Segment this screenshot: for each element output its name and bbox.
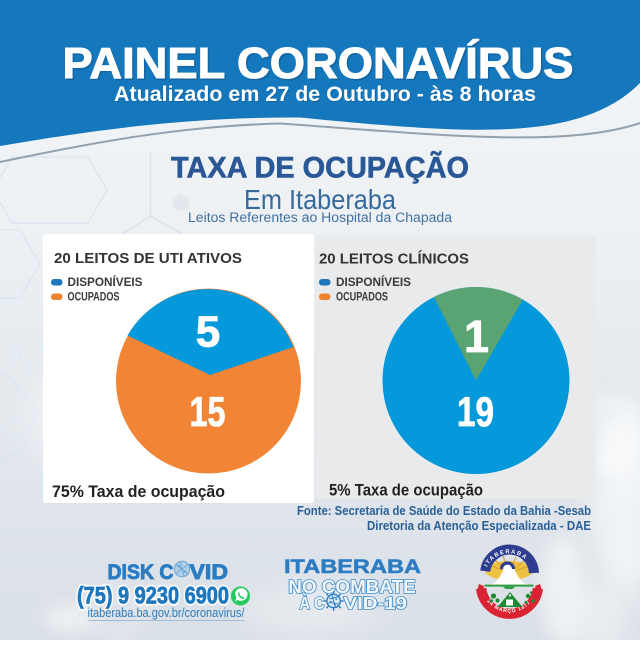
svg-text:DISPONÍVEIS: DISPONÍVEIS — [336, 276, 411, 289]
svg-text:19: 19 — [457, 388, 494, 435]
svg-text:Leitos Referentes ao Hospital: Leitos Referentes ao Hospital da Chapada — [188, 210, 453, 225]
svg-text:DISPONÍVEIS: DISPONÍVEIS — [68, 276, 143, 289]
svg-text:1: 1 — [464, 311, 489, 362]
svg-text:PAINEL CORONAVÍRUS: PAINEL CORONAVÍRUS — [64, 40, 575, 90]
svg-text:OCUPADOS: OCUPADOS — [336, 292, 388, 304]
svg-text:NO COMBATE: NO COMBATE — [288, 577, 416, 597]
svg-text:5: 5 — [196, 308, 220, 357]
svg-text:Fonte: Secretaria de Saúde do: Fonte: Secretaria de Saúde do Estado da … — [297, 504, 591, 518]
svg-text:ITABERABA: ITABERABA — [284, 556, 421, 578]
svg-text:Diretoria da Atenção Especiali: Diretoria da Atenção Especializada - DAE — [367, 519, 591, 533]
svg-text:15: 15 — [190, 388, 226, 435]
svg-text:À C: À C — [300, 592, 325, 613]
svg-text:Em Itaberaba: Em Itaberaba — [244, 184, 396, 215]
svg-text:PAINEL CORONAVÍRUS: PAINEL CORONAVÍRUS — [63, 38, 574, 88]
svg-text:DISK C: DISK C — [108, 561, 174, 584]
svg-text:TAXA DE OCUPAÇÃO: TAXA DE OCUPAÇÃO — [171, 151, 469, 185]
svg-text:Atualizado em 27 de Outubro -: Atualizado em 27 de Outubro - às 8 horas — [115, 84, 537, 107]
svg-text:5% Taxa de ocupação: 5% Taxa de ocupação — [329, 482, 483, 500]
svg-text:Atualizado em 27 de Outubro -: Atualizado em 27 de Outubro - às 8 horas — [114, 83, 536, 106]
svg-text:(75) 9 9230 6900: (75) 9 9230 6900 — [77, 583, 229, 610]
svg-text:itaberaba.ba.gov.br/coronaviru: itaberaba.ba.gov.br/coronavirus/ — [88, 606, 245, 620]
svg-text:VID-19: VID-19 — [344, 593, 408, 613]
svg-text:OCUPADOS: OCUPADOS — [68, 292, 120, 304]
svg-text:(75) 9 9230 6900: (75) 9 9230 6900 — [77, 583, 229, 610]
svg-text:75% Taxa de ocupação: 75% Taxa de ocupação — [52, 483, 225, 501]
svg-text:VID: VID — [190, 561, 229, 584]
svg-text:20 LEITOS DE UTI ATIVOS: 20 LEITOS DE UTI ATIVOS — [54, 251, 242, 267]
svg-text:20 LEITOS CLÍNICOS: 20 LEITOS CLÍNICOS — [319, 251, 469, 268]
